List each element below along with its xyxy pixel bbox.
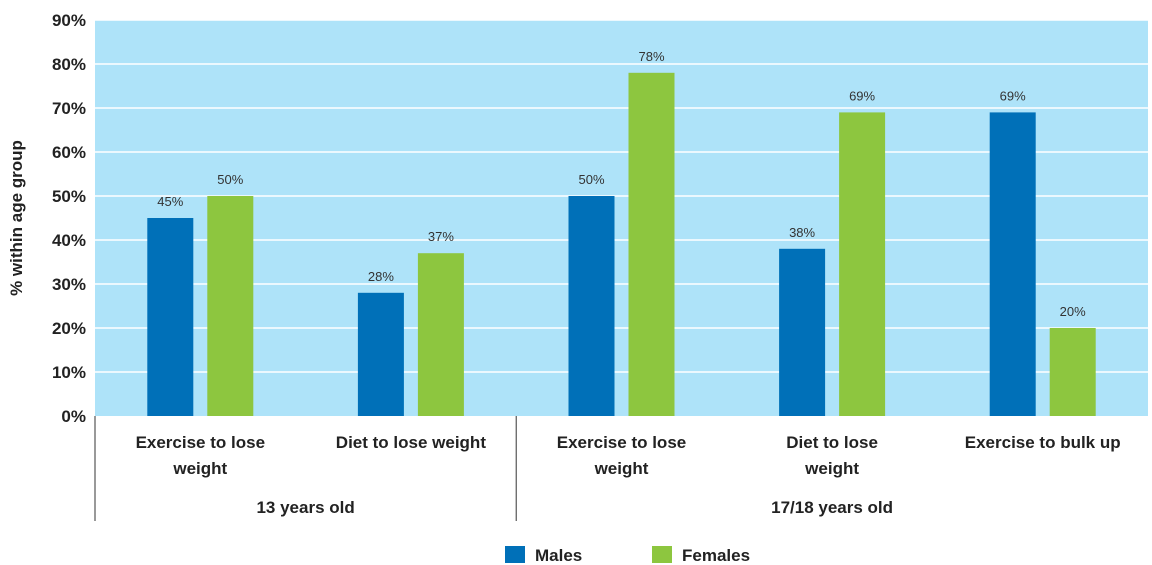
legend-swatch-females bbox=[652, 546, 672, 563]
y-tick-label: 50% bbox=[52, 187, 86, 206]
bar-males bbox=[989, 112, 1036, 417]
data-label: 20% bbox=[1060, 304, 1086, 319]
bar-females bbox=[207, 196, 254, 416]
bar-females bbox=[1049, 328, 1096, 416]
bar-males bbox=[779, 248, 826, 416]
bar-males bbox=[147, 218, 194, 416]
data-label: 45% bbox=[157, 194, 183, 209]
y-tick-label: 70% bbox=[52, 99, 86, 118]
data-label: 38% bbox=[789, 225, 815, 240]
legend-label-females: Females bbox=[682, 546, 750, 565]
data-label: 69% bbox=[849, 88, 875, 103]
y-tick-label: 90% bbox=[52, 11, 86, 30]
bar-females bbox=[417, 253, 464, 416]
y-tick-label: 30% bbox=[52, 275, 86, 294]
data-label: 69% bbox=[1000, 88, 1026, 103]
y-tick-label: 80% bbox=[52, 55, 86, 74]
data-label: 50% bbox=[578, 172, 604, 187]
group-label: 13 years old bbox=[256, 498, 354, 517]
legend-label-males: Males bbox=[535, 546, 582, 565]
bar-males bbox=[568, 196, 615, 416]
x-category-label: Exercise to lose bbox=[136, 433, 265, 452]
x-category-label: weight bbox=[804, 459, 859, 478]
x-category-label: Exercise to lose bbox=[557, 433, 686, 452]
bar-males bbox=[357, 292, 404, 416]
data-label: 78% bbox=[638, 49, 664, 64]
x-category-label: Diet to lose bbox=[786, 433, 878, 452]
bar-females bbox=[839, 112, 886, 417]
y-tick-label: 10% bbox=[52, 363, 86, 382]
data-label: 50% bbox=[217, 172, 243, 187]
data-label: 28% bbox=[368, 269, 394, 284]
x-category-label: weight bbox=[172, 459, 227, 478]
group-label: 17/18 years old bbox=[771, 498, 893, 517]
y-tick-label: 20% bbox=[52, 319, 86, 338]
legend-swatch-males bbox=[505, 546, 525, 563]
plot-area bbox=[95, 20, 1148, 416]
bar-females bbox=[628, 72, 675, 417]
y-tick-label: 60% bbox=[52, 143, 86, 162]
x-category-label: weight bbox=[594, 459, 649, 478]
x-category-label: Exercise to bulk up bbox=[965, 433, 1121, 452]
data-label: 37% bbox=[428, 229, 454, 244]
x-category-label: Diet to lose weight bbox=[336, 433, 487, 452]
y-axis-title: % within age group bbox=[7, 140, 26, 296]
y-tick-label: 40% bbox=[52, 231, 86, 250]
y-tick-label: 0% bbox=[61, 407, 86, 426]
